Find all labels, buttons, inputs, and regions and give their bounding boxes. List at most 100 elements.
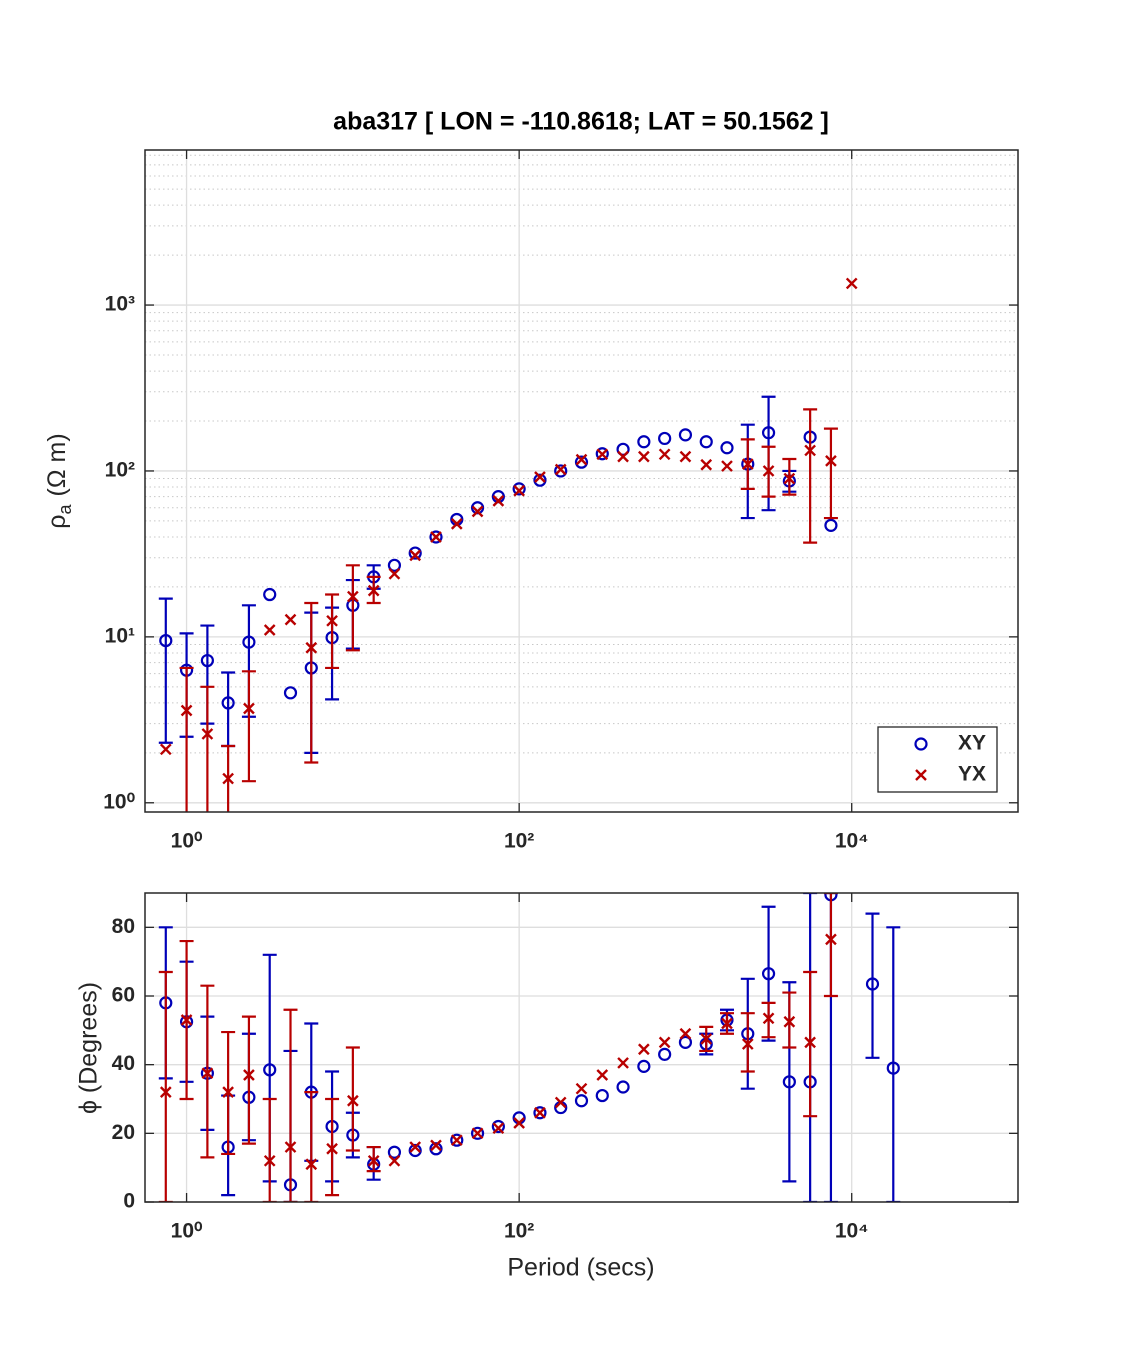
data-point (845, 277, 858, 290)
data-point (534, 1106, 546, 1119)
data-point (180, 1014, 193, 1026)
y-tick-label: 20 (112, 1121, 135, 1144)
data-point (575, 1082, 588, 1095)
data-point (721, 460, 733, 472)
y-tick-label: 10⁰ (103, 790, 135, 813)
error-bar (782, 457, 797, 496)
error-bar (345, 1046, 360, 1152)
data-point (242, 635, 256, 649)
data-point (243, 1069, 255, 1081)
data-point (679, 450, 692, 463)
data-point (783, 1015, 796, 1028)
legend-box (877, 726, 998, 793)
error-bar (200, 984, 215, 1159)
y-label-symbol: ρ (43, 514, 71, 528)
data-point (263, 624, 276, 636)
data-point (347, 590, 359, 603)
legend-marker (914, 737, 928, 751)
data-point (865, 977, 880, 991)
data-point (574, 455, 589, 469)
data-point (201, 728, 214, 740)
data-point (492, 1122, 505, 1135)
x-tick-label: 10⁰ (171, 1220, 203, 1243)
error-bar (782, 991, 797, 1049)
data-point (409, 1141, 422, 1153)
error-bar (761, 1001, 776, 1039)
data-point (700, 458, 713, 471)
legend-label: XY (958, 732, 986, 755)
data-point (284, 1141, 297, 1153)
data-point (617, 1057, 629, 1069)
data-point (595, 447, 609, 461)
data-point (491, 1119, 505, 1134)
data-point (430, 531, 442, 543)
data-point (159, 633, 173, 648)
data-point (637, 1059, 651, 1073)
legend-label: YX (958, 763, 986, 786)
error-bar (200, 685, 215, 812)
data-point (471, 505, 484, 518)
data-point (387, 1145, 402, 1159)
data-point (430, 1139, 442, 1152)
y-tick-label: 10³ (105, 293, 135, 316)
y-label-subscript: a (55, 503, 75, 514)
y-tick-label: 10² (105, 459, 135, 482)
error-bar (865, 912, 880, 1059)
data-point (429, 530, 443, 544)
y-tick-label: 10¹ (105, 624, 135, 647)
x-tick-label: 10⁰ (171, 830, 203, 853)
data-point (388, 567, 401, 580)
data-point (263, 587, 277, 602)
data-point (678, 428, 693, 442)
data-point (761, 426, 776, 440)
error-bar (304, 601, 319, 764)
error-bar (803, 970, 818, 1118)
data-point (658, 448, 671, 461)
data-point (305, 1158, 318, 1171)
y-tick-label: 80 (112, 915, 135, 938)
data-point (616, 442, 630, 456)
data-point (471, 1127, 484, 1140)
data-point (638, 450, 650, 463)
data-point (200, 653, 214, 668)
axes-frame (144, 149, 1019, 813)
y-axis-label: ϕ (Degrees) (75, 982, 103, 1114)
x-tick-label: 10⁴ (835, 830, 869, 853)
data-point (638, 1043, 650, 1056)
data-point (222, 1086, 234, 1098)
data-point (554, 1096, 567, 1109)
error-bar (262, 1097, 277, 1202)
data-point (513, 484, 525, 497)
legend-marker (915, 769, 927, 781)
data-point (886, 1061, 900, 1075)
y-tick-label: 0 (123, 1190, 135, 1213)
data-point (595, 1088, 609, 1103)
data-point (554, 463, 567, 476)
error-bar (304, 1091, 319, 1202)
y-label-unit: (Ω m) (43, 433, 71, 496)
error-bar (241, 670, 256, 783)
data-point (762, 465, 775, 477)
data-point (700, 1033, 713, 1045)
data-point (699, 435, 713, 449)
data-point (825, 933, 837, 946)
data-point (762, 1012, 775, 1025)
error-bar (345, 564, 360, 652)
error-bar (823, 427, 838, 520)
data-point (326, 1142, 338, 1155)
data-point (263, 1063, 277, 1077)
data-point (408, 1143, 422, 1158)
data-point (450, 517, 463, 530)
data-point (159, 743, 172, 756)
data-point (825, 455, 837, 467)
error-bar (283, 1008, 298, 1202)
data-point (741, 458, 754, 470)
data-point (470, 501, 485, 515)
data-point (534, 471, 546, 483)
error-bar (158, 597, 173, 744)
data-point (180, 704, 193, 717)
data-point (533, 1106, 547, 1120)
error-bar (179, 666, 194, 812)
error-bar (221, 744, 236, 812)
error-bar (325, 593, 340, 670)
